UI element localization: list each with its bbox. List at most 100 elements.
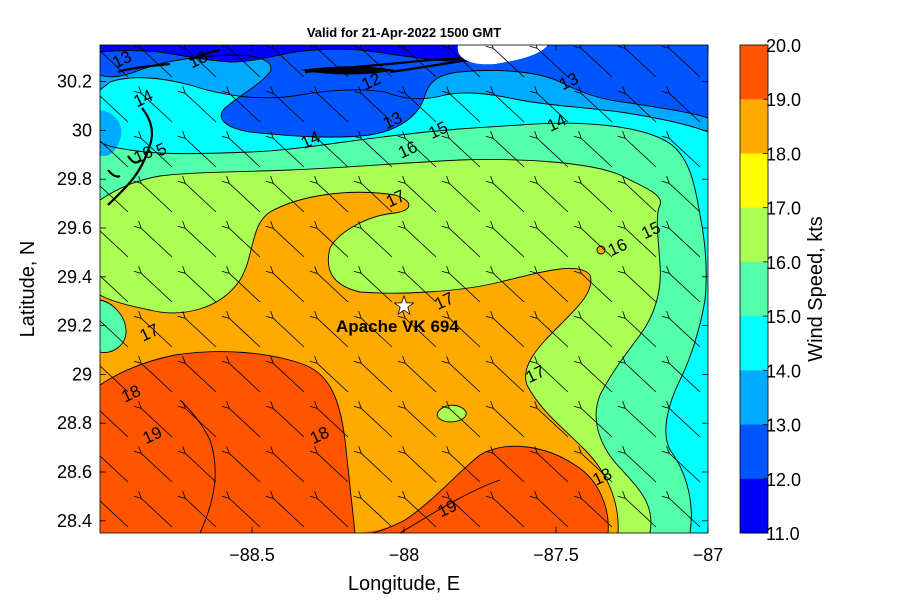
y-tick-label: 29.6 bbox=[57, 218, 92, 238]
wind-arrow bbox=[537, 183, 569, 213]
y-tick-label: 29.2 bbox=[57, 316, 92, 336]
wind-arrow bbox=[141, 138, 173, 168]
wind-arrow bbox=[537, 138, 569, 168]
colorbar-tick-label: 15.0 bbox=[766, 307, 801, 327]
wind-arrow bbox=[405, 228, 437, 258]
wind-arrow bbox=[141, 228, 173, 258]
wind-arrow bbox=[273, 93, 305, 123]
x-axis-label: Longitude, E bbox=[348, 573, 460, 595]
wind-arrow bbox=[449, 228, 481, 258]
wind-arrow bbox=[493, 408, 525, 438]
wind-arrow bbox=[493, 138, 525, 168]
wind-arrow bbox=[361, 48, 393, 78]
colorbar-tick-label: 19.0 bbox=[766, 90, 801, 110]
colorbar-swatch bbox=[740, 424, 768, 480]
wind-arrow bbox=[581, 138, 613, 168]
wind-arrow bbox=[229, 183, 261, 213]
wind-arrow bbox=[361, 273, 393, 303]
wind-arrow bbox=[405, 273, 437, 303]
wind-arrow bbox=[317, 48, 349, 78]
wind-arrow bbox=[581, 453, 613, 483]
colorbar-swatch bbox=[740, 261, 768, 317]
wind-arrow bbox=[317, 183, 349, 213]
wind-arrow bbox=[229, 273, 261, 303]
colorbar-label: Wind Speed, kts bbox=[805, 216, 827, 362]
wind-arrow bbox=[229, 138, 261, 168]
wind-arrow bbox=[581, 498, 613, 528]
wind-arrow bbox=[449, 363, 481, 393]
wind-arrow bbox=[405, 138, 437, 168]
region-12-13kts bbox=[100, 45, 541, 62]
wind-arrow bbox=[405, 363, 437, 393]
wind-arrow bbox=[141, 498, 173, 528]
wind-arrow bbox=[537, 318, 569, 348]
wind-arrow bbox=[100, 275, 129, 303]
wind-arrow bbox=[141, 453, 173, 483]
x-tick-label: −88 bbox=[389, 545, 420, 565]
wind-arrow bbox=[449, 408, 481, 438]
wind-arrow bbox=[361, 498, 393, 528]
colorbar-frame bbox=[739, 44, 769, 534]
wind-arrow bbox=[449, 93, 481, 123]
wind-arrow bbox=[317, 363, 349, 393]
wind-arrow bbox=[100, 365, 129, 393]
wind-arrow bbox=[361, 93, 393, 123]
wind-vectors bbox=[100, 48, 701, 528]
wind-arrow bbox=[581, 363, 613, 393]
wind-arrow bbox=[317, 453, 349, 483]
star-icon bbox=[393, 294, 415, 316]
wind-arrow bbox=[361, 453, 393, 483]
x-axis: −88.5 −88 −87.5 −87 bbox=[229, 45, 723, 565]
wind-arrow bbox=[405, 183, 437, 213]
wind-arrow bbox=[669, 273, 701, 303]
wind-arrow bbox=[669, 228, 701, 258]
wind-arrow bbox=[273, 48, 305, 78]
wind-arrow bbox=[273, 363, 305, 393]
wind-arrow bbox=[449, 318, 481, 348]
wind-arrow bbox=[669, 453, 701, 483]
wind-arrow bbox=[141, 318, 173, 348]
wind-arrow bbox=[537, 273, 569, 303]
wind-arrow bbox=[625, 408, 657, 438]
wind-arrow bbox=[537, 228, 569, 258]
wind-arrow bbox=[273, 183, 305, 213]
y-tick-label: 28.8 bbox=[57, 413, 92, 433]
wind-arrow bbox=[229, 498, 261, 528]
wind-arrow bbox=[185, 363, 217, 393]
wind-arrow bbox=[493, 93, 525, 123]
wind-arrow bbox=[100, 185, 129, 213]
platform-label: Apache VK 694 bbox=[336, 317, 459, 336]
wind-arrow bbox=[669, 408, 701, 438]
wind-arrow bbox=[229, 318, 261, 348]
wind-arrow bbox=[229, 93, 261, 123]
wind-arrow bbox=[449, 273, 481, 303]
wind-arrow bbox=[669, 48, 701, 78]
wind-arrow bbox=[493, 273, 525, 303]
colorbar-tick-label: 18.0 bbox=[766, 144, 801, 164]
wind-arrow bbox=[537, 453, 569, 483]
wind-arrow bbox=[100, 230, 129, 258]
wind-arrow bbox=[273, 318, 305, 348]
wind-arrow bbox=[669, 93, 701, 123]
colorbar-swatch bbox=[740, 45, 768, 100]
wind-arrow bbox=[581, 93, 613, 123]
wind-arrow bbox=[100, 95, 129, 123]
wind-arrow bbox=[669, 318, 701, 348]
wind-arrow bbox=[669, 498, 701, 528]
wind-arrow bbox=[625, 498, 657, 528]
wind-arrow bbox=[669, 363, 701, 393]
wind-arrow bbox=[229, 363, 261, 393]
wind-arrow bbox=[185, 408, 217, 438]
wind-arrow bbox=[493, 363, 525, 393]
colorbar-tick-label: 17.0 bbox=[766, 199, 801, 219]
wind-arrow bbox=[273, 498, 305, 528]
x-tick-label: −88.5 bbox=[229, 545, 275, 565]
wind-arrow bbox=[185, 183, 217, 213]
wind-arrow bbox=[100, 140, 129, 168]
wind-arrow bbox=[625, 273, 657, 303]
wind-arrow bbox=[185, 318, 217, 348]
wind-arrow bbox=[141, 273, 173, 303]
wind-arrow bbox=[625, 138, 657, 168]
